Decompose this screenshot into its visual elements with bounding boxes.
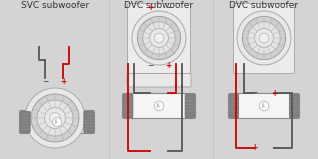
Text: SVC subwoofer: SVC subwoofer bbox=[21, 1, 89, 10]
Circle shape bbox=[50, 113, 60, 123]
Circle shape bbox=[248, 22, 280, 54]
Text: −: − bbox=[251, 89, 257, 97]
FancyBboxPatch shape bbox=[233, 3, 294, 73]
Text: −: − bbox=[165, 3, 171, 13]
FancyBboxPatch shape bbox=[20, 111, 30, 132]
FancyBboxPatch shape bbox=[19, 111, 94, 134]
Circle shape bbox=[254, 29, 273, 47]
Text: DVC subwoofer: DVC subwoofer bbox=[230, 1, 299, 10]
Circle shape bbox=[259, 33, 269, 43]
Circle shape bbox=[52, 118, 61, 126]
FancyBboxPatch shape bbox=[127, 73, 191, 87]
FancyBboxPatch shape bbox=[289, 94, 299, 118]
Text: +: + bbox=[165, 62, 171, 70]
Text: wired in parallel: wired in parallel bbox=[122, 0, 196, 3]
FancyBboxPatch shape bbox=[229, 93, 300, 118]
Circle shape bbox=[259, 101, 269, 111]
Text: −: − bbox=[147, 62, 153, 70]
Circle shape bbox=[154, 101, 164, 111]
Circle shape bbox=[242, 16, 286, 60]
FancyBboxPatch shape bbox=[128, 3, 190, 73]
Circle shape bbox=[25, 88, 85, 148]
Circle shape bbox=[237, 11, 291, 65]
Text: +: + bbox=[147, 3, 153, 13]
Text: wired in series: wired in series bbox=[231, 0, 297, 3]
Text: JL: JL bbox=[262, 104, 266, 108]
Text: +: + bbox=[60, 77, 66, 86]
FancyBboxPatch shape bbox=[185, 94, 195, 118]
Text: +: + bbox=[251, 144, 257, 152]
Circle shape bbox=[45, 107, 66, 128]
Circle shape bbox=[154, 33, 164, 43]
Circle shape bbox=[31, 94, 79, 142]
FancyBboxPatch shape bbox=[123, 94, 133, 118]
Text: JL: JL bbox=[157, 104, 161, 108]
Circle shape bbox=[149, 29, 169, 47]
Text: JL: JL bbox=[55, 120, 59, 124]
Text: −: − bbox=[271, 144, 277, 152]
Circle shape bbox=[143, 22, 175, 54]
FancyBboxPatch shape bbox=[84, 111, 93, 132]
Circle shape bbox=[137, 16, 181, 60]
FancyBboxPatch shape bbox=[122, 93, 196, 118]
Text: +: + bbox=[271, 89, 277, 97]
Text: DVC subwoofer: DVC subwoofer bbox=[124, 1, 194, 10]
Text: −: − bbox=[42, 77, 48, 86]
Circle shape bbox=[132, 11, 186, 65]
FancyBboxPatch shape bbox=[230, 94, 239, 118]
Circle shape bbox=[37, 100, 73, 136]
